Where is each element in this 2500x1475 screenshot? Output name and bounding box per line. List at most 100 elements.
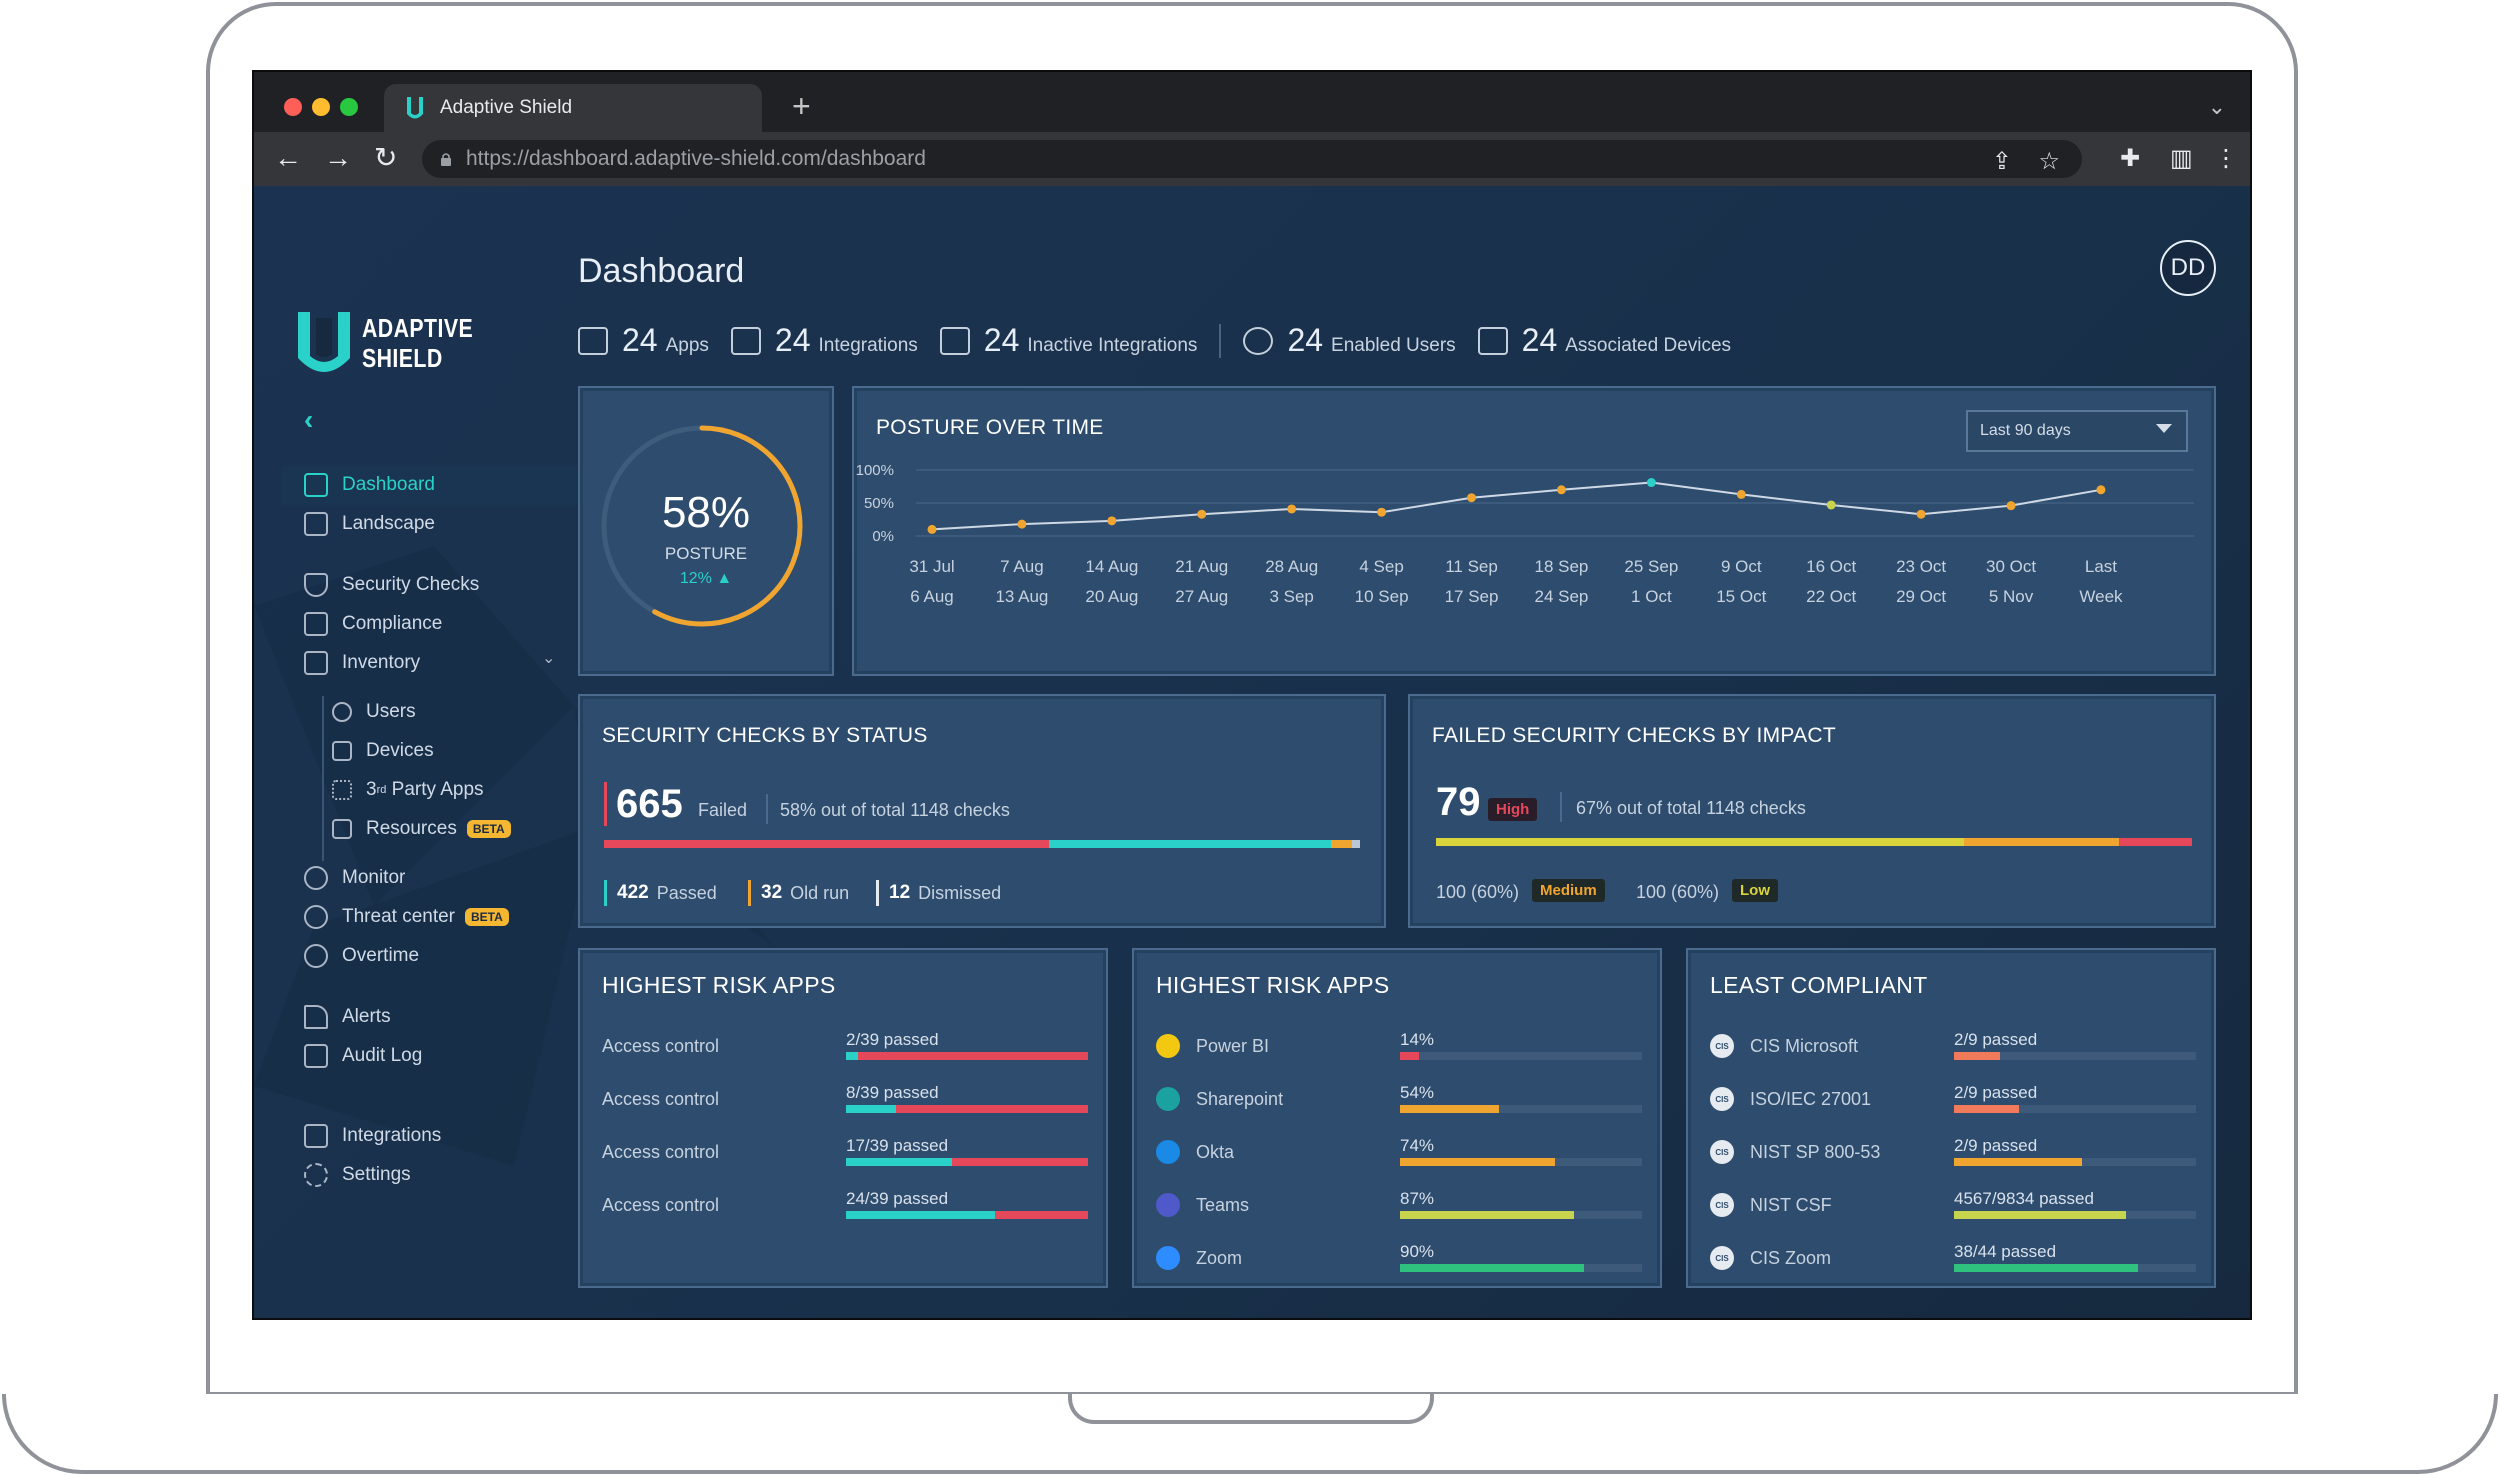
sidebar-item-threat-center[interactable]: Threat center BETA <box>304 902 564 932</box>
card-title: POSTURE OVER TIME <box>876 416 1104 439</box>
sidebar-item-audit-log[interactable]: Audit Log <box>304 1041 564 1071</box>
x-tick-label: 21 Aug <box>1175 557 1228 576</box>
sidebar-item-label: Compliance <box>342 613 443 634</box>
x-tick-label: 30 Oct <box>1986 557 2036 576</box>
medium-badge-wrap: Medium <box>1532 879 1605 902</box>
browser-toolbar: ← → ↻ https://dashboard.adaptive-shield.… <box>254 132 2250 186</box>
reload-icon[interactable]: ↻ <box>374 142 398 173</box>
dashboard-icon <box>304 473 328 497</box>
sidebar-item-integrations[interactable]: Integrations <box>304 1121 564 1151</box>
stat-associated-devices: 24 Associated Devices <box>1477 322 1732 359</box>
progress-fill <box>1954 1211 2126 1219</box>
bookmark-star-icon[interactable]: ☆ <box>2038 148 2060 175</box>
user-icon <box>332 702 352 722</box>
y-tick-label: 100% <box>856 462 894 479</box>
posture-trend-value: 12% <box>679 570 712 587</box>
x-tick-label: 16 Oct <box>1806 557 1856 576</box>
progress-fill <box>1954 1052 2000 1060</box>
medium-severity-badge: Medium <box>1532 879 1605 902</box>
data-point[interactable] <box>1826 500 1836 510</box>
sidebar-item-monitor[interactable]: Monitor <box>304 863 564 893</box>
forward-arrow-icon[interactable]: → <box>324 142 352 173</box>
sidebar-item-compliance[interactable]: Compliance <box>304 609 564 639</box>
stats-row: 24 Apps 24 Integrations 24 Inactive Inte… <box>578 322 1753 359</box>
data-point[interactable] <box>2006 501 2016 511</box>
submenu-guide-line <box>322 696 324 861</box>
data-point[interactable] <box>1916 509 1926 519</box>
sidebar-item-settings[interactable]: Settings <box>304 1160 564 1190</box>
data-point[interactable] <box>1467 493 1477 503</box>
active-nav-highlight <box>282 466 582 506</box>
date-range-select[interactable]: Last 90 days <box>1966 410 2188 452</box>
user-avatar[interactable]: DD <box>2160 240 2216 296</box>
data-point[interactable] <box>1197 509 1207 519</box>
collapse-sidebar-chevron-icon[interactable]: ‹ <box>304 404 314 435</box>
lock-icon <box>441 153 451 166</box>
sidebar-item-alerts[interactable]: Alerts <box>304 1002 564 1032</box>
new-tab-button[interactable]: + <box>792 88 811 124</box>
sidebar-item-dashboard[interactable]: Dashboard <box>304 470 564 500</box>
sidebar-item-inventory[interactable]: Inventory <box>304 648 564 678</box>
progress-fill <box>1400 1264 1584 1272</box>
data-point[interactable] <box>1646 478 1656 488</box>
tab-search-chevron-icon[interactable]: ⌄ <box>2207 94 2226 119</box>
inventory-chevron-down-icon[interactable]: ⌄ <box>542 650 556 667</box>
stat-label: Associated Devices <box>1565 335 1732 356</box>
sidebar-item-users[interactable]: Users <box>332 697 592 727</box>
sidebar-item-security-checks[interactable]: Security Checks <box>304 570 564 600</box>
cis-logo-icon: CIS <box>1710 1140 1734 1164</box>
divider <box>766 794 768 824</box>
x-tick-label: 11 Sep <box>1445 557 1498 576</box>
integrations-icon <box>304 1124 328 1148</box>
sidebar-item-overtime[interactable]: Overtime <box>304 941 564 971</box>
posture-ring <box>601 425 803 627</box>
share-icon[interactable]: ⇪ <box>1991 148 2012 175</box>
side-panel-icon[interactable]: ▥ <box>2170 145 2193 172</box>
sidebar-item-label: Alerts <box>342 1006 391 1027</box>
x-tick-label: 27 Aug <box>1175 587 1228 606</box>
extensions-puzzle-icon[interactable]: ✚ <box>2120 145 2141 172</box>
close-window-button[interactable] <box>284 98 302 116</box>
data-point[interactable] <box>2096 485 2106 495</box>
teams-icon <box>1156 1193 1180 1217</box>
sidebar-item-label: Resources <box>366 818 457 839</box>
sidebar-item-label: Threat center <box>342 906 455 927</box>
x-tick-label: Last <box>2085 557 2117 576</box>
legend-count: 32 <box>761 882 783 903</box>
x-tick-label: 9 Oct <box>1721 557 1762 576</box>
posture-progress-arc <box>601 425 803 627</box>
legend-swatch <box>876 880 879 906</box>
progress-fill <box>1954 1264 2138 1272</box>
maximize-window-button[interactable] <box>340 98 358 116</box>
app-root: ADAPTIVE SHIELD ‹ Dashboard Landscape Se… <box>254 186 2250 1318</box>
minimize-window-button[interactable] <box>312 98 330 116</box>
row-value: 24/39 passed <box>846 1189 949 1208</box>
data-point[interactable] <box>1017 519 1027 529</box>
data-point[interactable] <box>927 524 937 534</box>
data-point[interactable] <box>1736 489 1746 499</box>
data-point[interactable] <box>1107 516 1117 526</box>
row-label: Access control <box>602 1036 720 1056</box>
row-label: Sharepoint <box>1196 1089 1284 1109</box>
sidebar-item-devices[interactable]: Devices <box>332 736 592 766</box>
sidebar-item-resources[interactable]: Resources BETA <box>332 814 592 844</box>
data-point[interactable] <box>1287 504 1297 514</box>
x-tick-label: 28 Aug <box>1265 557 1318 576</box>
progress-fill <box>846 1158 952 1166</box>
progress-track <box>1400 1052 1642 1060</box>
data-point[interactable] <box>1377 507 1387 517</box>
back-arrow-icon[interactable]: ← <box>274 142 302 173</box>
grid-icon <box>332 780 352 800</box>
date-range-value: Last 90 days <box>1980 422 2071 439</box>
browser-menu-icon[interactable]: ⋮ <box>2214 145 2238 172</box>
browser-tab[interactable]: Adaptive Shield <box>384 84 762 132</box>
brand-logo: ADAPTIVE SHIELD <box>294 310 497 376</box>
sidebar-item-landscape[interactable]: Landscape <box>304 509 564 539</box>
caret-down-icon <box>2156 424 2172 433</box>
data-point[interactable] <box>1556 485 1566 495</box>
legend-label: Passed <box>656 882 717 903</box>
beta-badge: BETA <box>465 908 509 926</box>
powerbi-icon <box>1156 1034 1180 1058</box>
address-bar[interactable]: https://dashboard.adaptive-shield.com/da… <box>422 140 2082 178</box>
